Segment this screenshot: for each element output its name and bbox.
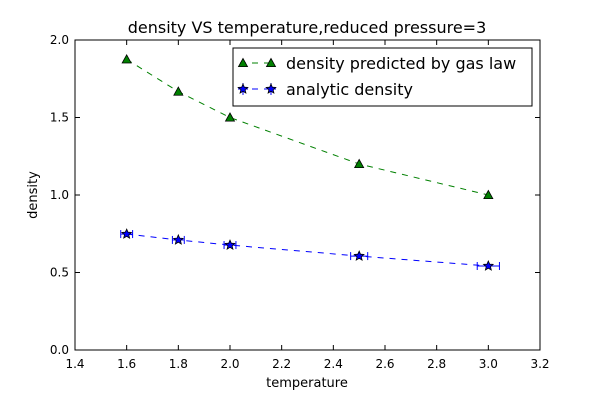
data-point (173, 86, 184, 96)
y-tick-label: 1.5 (50, 111, 69, 125)
y-tick-label: 0.0 (50, 343, 69, 357)
data-point (224, 239, 236, 250)
data-point (120, 228, 133, 239)
legend-marker (237, 57, 249, 67)
series-gas-law (121, 54, 494, 200)
x-tick-label: 1.4 (65, 357, 84, 371)
data-point (482, 259, 495, 271)
series-line (126, 233, 489, 267)
data-point (483, 189, 494, 200)
data-point (121, 54, 132, 64)
y-tick-label: 0.5 (50, 266, 69, 280)
legend: density predicted by gas law analytic den… (232, 47, 533, 107)
series-line (126, 58, 489, 196)
x-tick-label: 3.0 (479, 357, 498, 371)
data-point (353, 250, 365, 261)
legend-marker (265, 82, 277, 94)
x-tick-label: 2.4 (324, 357, 343, 371)
x-tick-label: 2.8 (427, 357, 446, 371)
data-point (172, 233, 185, 245)
legend-label: density predicted by gas law (286, 54, 516, 73)
series-analytic (120, 228, 500, 271)
data-point (224, 112, 236, 122)
x-tick-label: 2.0 (220, 357, 239, 371)
data-point (353, 158, 365, 169)
plot-frame (74, 39, 541, 351)
legend-box (232, 47, 533, 107)
x-tick-label: 2.6 (375, 357, 394, 371)
legend-marker (237, 82, 249, 94)
legend-marker (265, 57, 277, 67)
chart-title: density VS temperature,reduced pressure=… (128, 18, 487, 37)
x-tick-label: 1.8 (169, 357, 188, 371)
x-axis-label: temperature (266, 376, 348, 391)
x-tick-label: 3.2 (530, 357, 549, 371)
legend-label: analytic density (286, 80, 413, 99)
y-tick-label: 1.0 (50, 188, 69, 202)
y-tick-label: 2.0 (50, 33, 69, 47)
y-axis-label: density (26, 171, 41, 219)
x-tick-label: 1.6 (117, 357, 136, 371)
x-tick-label: 2.2 (272, 357, 291, 371)
